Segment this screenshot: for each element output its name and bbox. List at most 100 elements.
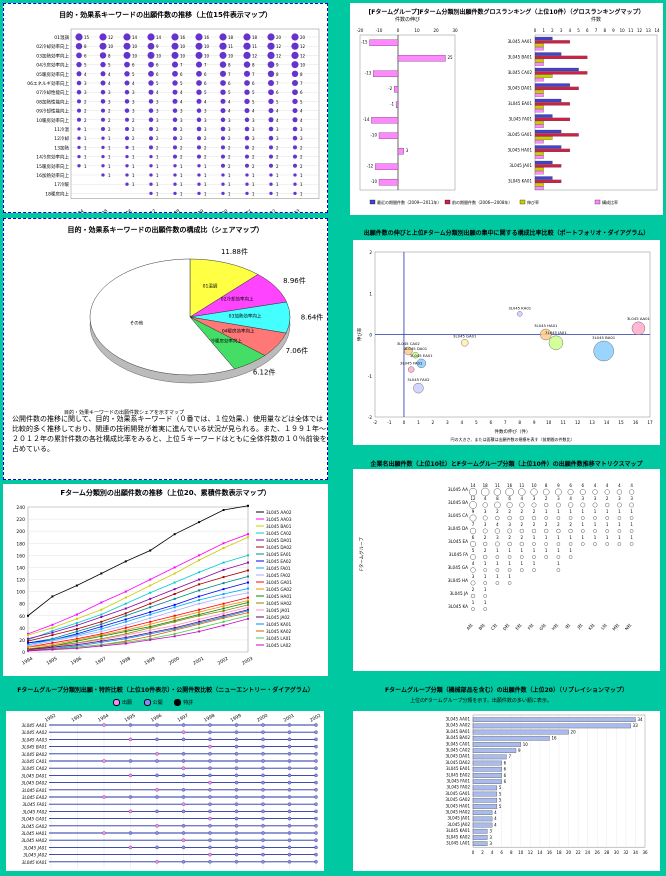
legend-swatch	[144, 699, 151, 706]
bubble-value: 3	[84, 90, 87, 95]
cell-value: 1	[545, 509, 548, 514]
bubble-value: 3	[276, 136, 279, 141]
bubble-value: 1	[156, 164, 159, 169]
category-label: 3L045 DA01	[445, 754, 470, 759]
timeline-dot	[208, 803, 211, 806]
cell-value: 7	[472, 522, 475, 527]
timeline-dot	[235, 860, 238, 863]
data-point	[174, 582, 176, 584]
bubble	[221, 145, 225, 149]
timeline-dot	[261, 767, 264, 770]
timeline-dot	[261, 846, 264, 849]
row-label: 3L045 HA02	[21, 838, 47, 843]
year-label: 1993	[71, 713, 84, 724]
hbar	[473, 835, 487, 839]
cell-bubble	[470, 554, 475, 559]
cell-bubble	[520, 529, 524, 533]
x-tick-label: 2	[432, 420, 435, 425]
category-label: 07冷却性能向上	[36, 89, 69, 96]
growth-value: -10	[370, 133, 377, 138]
cell-bubble	[484, 594, 487, 597]
category-label: 15暖房効率向上	[36, 163, 69, 170]
data-point	[198, 595, 200, 597]
row-label: 3L045 AA02	[22, 730, 48, 735]
cell-value: 12	[470, 496, 476, 501]
y-tick-label: 0	[22, 650, 25, 656]
bubble-value: 2	[132, 136, 135, 141]
hbar	[473, 755, 506, 759]
data-point	[198, 571, 200, 573]
bubble	[101, 137, 104, 140]
bubble-value: 10	[204, 44, 210, 49]
value-bar	[535, 140, 544, 143]
x-tick-label: 22	[576, 850, 582, 855]
portfolio-bubble	[632, 322, 645, 335]
timeline-dot	[182, 723, 185, 726]
timeline-dot	[288, 839, 291, 842]
x-tick-label: 9	[612, 28, 615, 33]
cell-bubble	[606, 516, 609, 519]
company-label: G社	[538, 622, 548, 632]
bubble-value: 8	[276, 72, 279, 77]
bubble-value: 4	[132, 81, 135, 86]
x-tick-label: 14	[604, 420, 610, 425]
bubble-value: 2	[156, 136, 159, 141]
data-point	[27, 634, 29, 636]
data-point	[51, 642, 53, 644]
cell-value: 6	[508, 496, 511, 501]
row-label: 3L045 GA02	[21, 824, 47, 829]
bubble-value: 1	[228, 182, 231, 187]
bubble-value: 2	[228, 164, 231, 169]
legend-swatch	[174, 699, 181, 706]
bubble-value: 5	[228, 90, 231, 95]
bubble-label: 3L045 FA01	[400, 361, 423, 366]
legend-label: 3L045 AA02	[266, 510, 292, 515]
x-tick-label: 30	[452, 28, 458, 33]
data-point	[76, 628, 78, 630]
bubble-value: 14	[156, 35, 162, 40]
category-label: 3L045 EA01	[446, 766, 470, 771]
category-label: 05暖房効率向上	[36, 71, 69, 78]
bubble	[197, 136, 201, 140]
timeline-dot	[314, 788, 317, 791]
timeline-dot	[155, 759, 158, 762]
cell-value: 4	[618, 483, 621, 488]
bubble	[149, 90, 154, 95]
bubble	[291, 52, 298, 59]
x-tick-label: 10	[546, 420, 552, 425]
bubble-value: 16	[204, 35, 210, 40]
timeline-dot	[129, 774, 132, 777]
cell-bubble	[531, 489, 538, 496]
timeline-dot	[288, 781, 291, 784]
cell-value: 1	[484, 574, 487, 579]
data-point	[149, 639, 151, 641]
hbar	[473, 829, 487, 833]
bubble	[221, 155, 225, 159]
timeline-dot	[208, 839, 211, 842]
bubble	[268, 99, 273, 104]
timeline-dot	[155, 824, 158, 827]
year-label: 2002	[264, 208, 277, 213]
timeline-dot	[261, 731, 264, 734]
data-point	[100, 626, 102, 628]
cell-bubble	[557, 568, 560, 571]
row-label: 3L045 DA	[448, 526, 468, 531]
bubble	[101, 109, 105, 113]
category-label: 3L045 CA02	[446, 748, 471, 753]
growth-value: -1	[390, 102, 394, 107]
bubble	[245, 118, 250, 123]
timeline-dot	[155, 738, 158, 741]
bar-value: 4	[494, 822, 497, 827]
category-label: 3L045 BA01	[446, 729, 471, 734]
slice-callout: 7.06件	[286, 346, 309, 355]
slice-label: その他	[130, 319, 144, 326]
bubble-value: 16	[180, 35, 186, 40]
value-bar	[535, 53, 561, 56]
cell-value: 2	[508, 535, 511, 540]
bubble	[196, 80, 202, 86]
bubble	[293, 145, 297, 149]
legend-label: 3L045 FA02	[266, 573, 291, 578]
x-tick-label: 6	[500, 850, 503, 855]
bubble	[147, 33, 154, 40]
category-label: 09冷却性能向上	[36, 108, 69, 115]
